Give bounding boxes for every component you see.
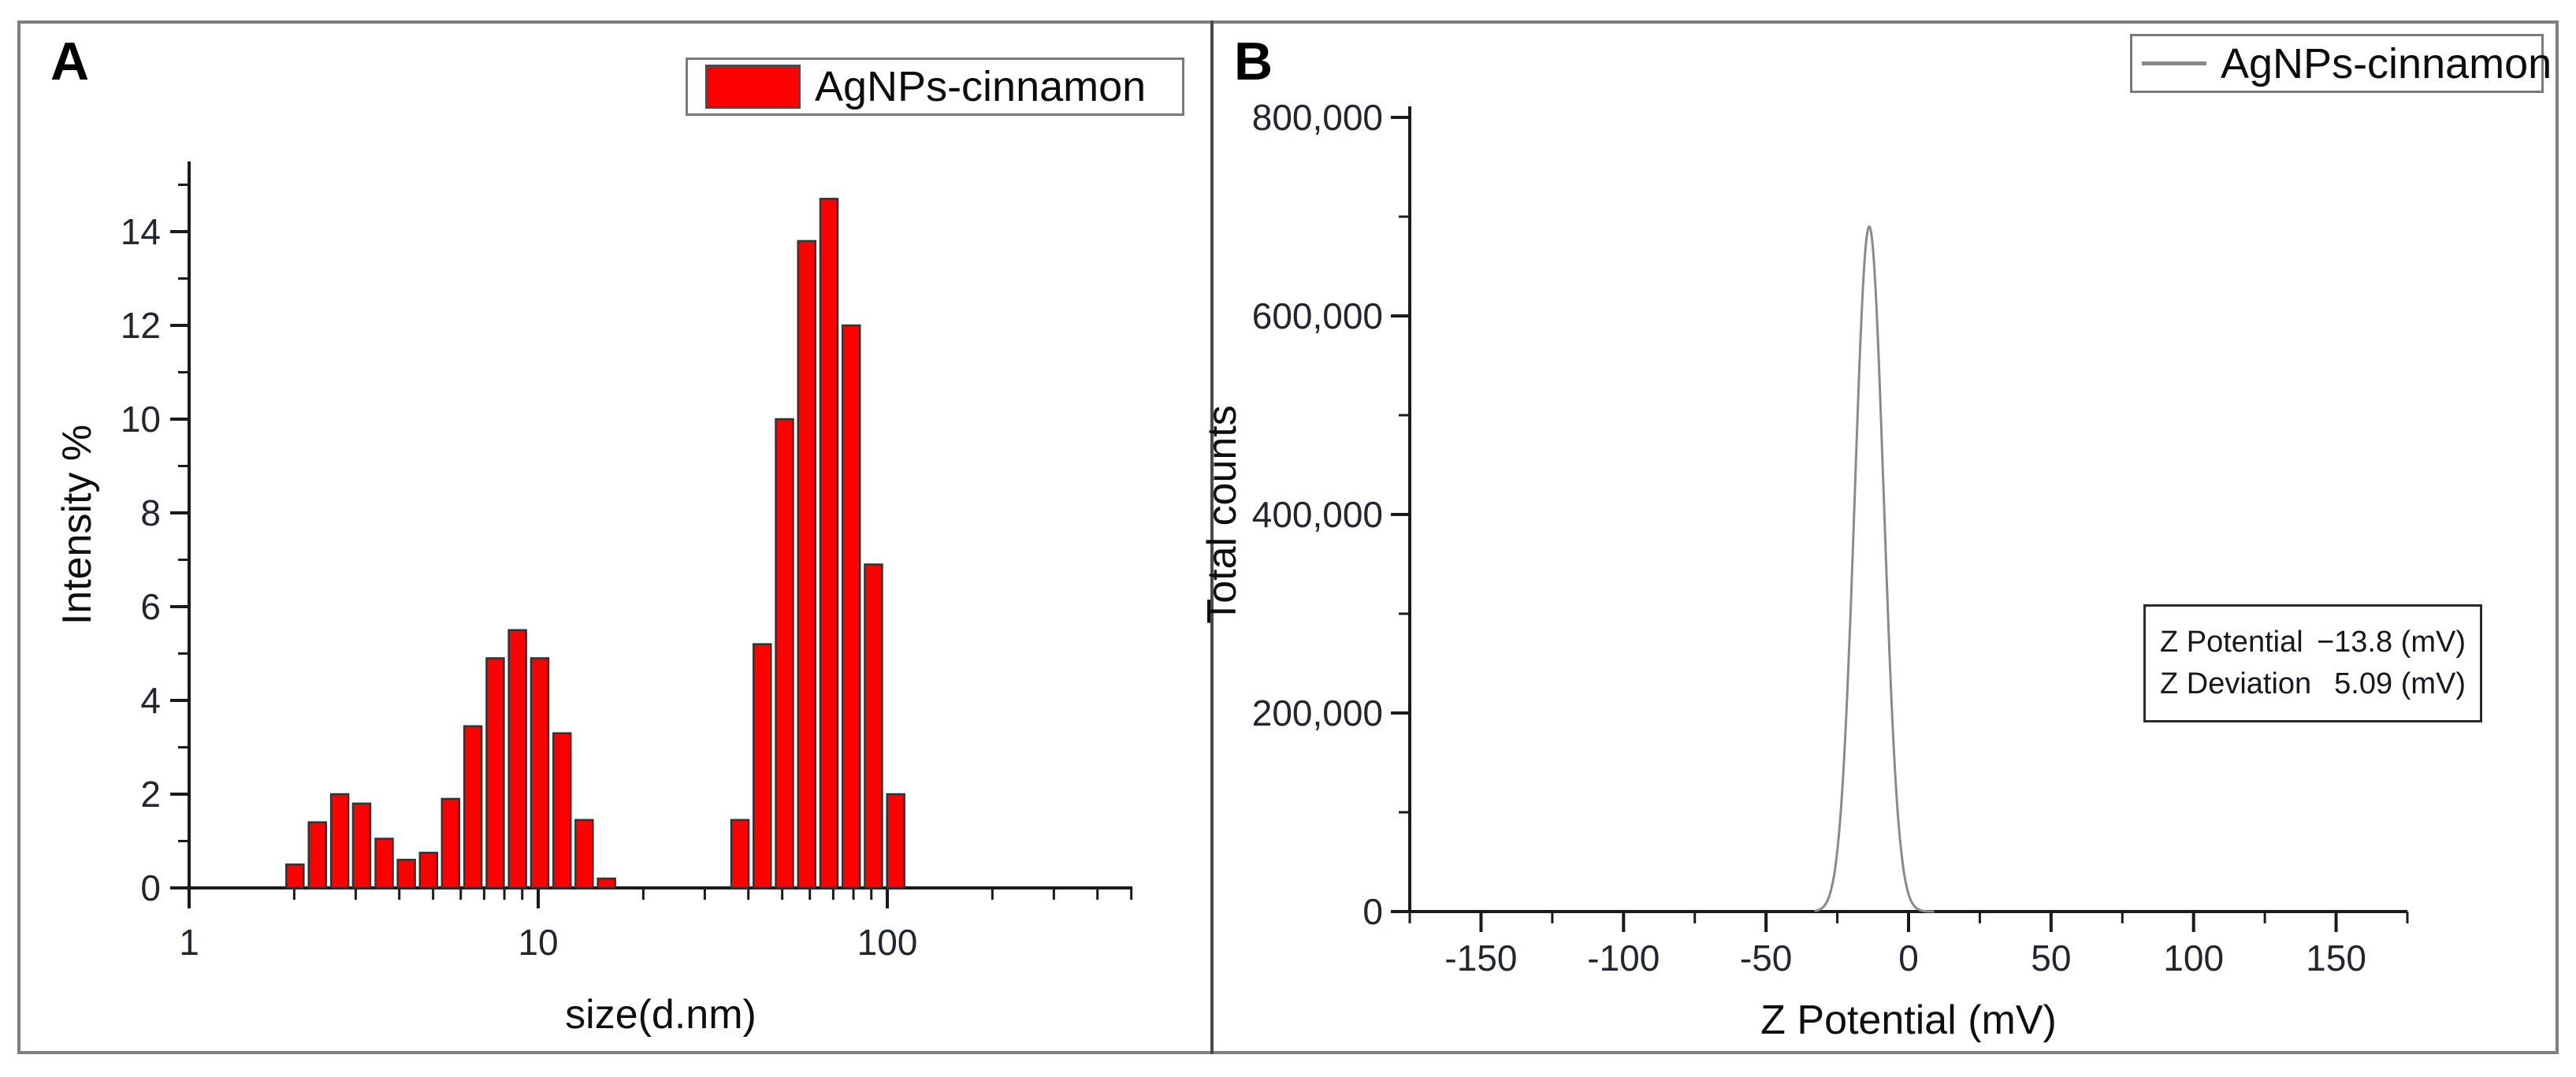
panel-a-xlabel: size(d.nm)	[565, 992, 756, 1038]
y-tick-label: 10	[121, 399, 161, 440]
y-tick-label: 0	[140, 867, 161, 908]
intensity-bar	[307, 821, 327, 889]
y-tick-label: 0	[1362, 891, 1383, 932]
stats-value: −13.8 (mV)	[2316, 626, 2466, 659]
legend-red-swatch	[705, 65, 801, 109]
intensity-bar	[440, 797, 461, 889]
intensity-bar	[418, 852, 439, 889]
panel-a-chart: 0 2 4 6 8 10 12 14 1 10 100 size(d.nm) Intensity %	[54, 162, 1133, 1038]
intensity-bar	[507, 629, 527, 889]
intensity-bar	[396, 859, 416, 889]
x-tick-label: -150	[1444, 938, 1517, 979]
figure-border	[17, 20, 2559, 1054]
intensity-bar	[351, 802, 372, 889]
legend-line-swatch	[2142, 61, 2206, 65]
panel-a-label: A	[50, 32, 90, 91]
stats-value: 5.09 (mV)	[2334, 667, 2466, 700]
y-tick-label: 8	[140, 492, 161, 533]
x-tick-label: 10	[518, 922, 558, 963]
intensity-bar	[463, 725, 483, 889]
intensity-bar	[285, 863, 305, 889]
panel-divider	[1210, 20, 1214, 1054]
intensity-bar	[819, 198, 839, 889]
panel-b-label: B	[1234, 32, 1273, 91]
y-tick-label: 12	[121, 305, 161, 346]
x-tick-label: 1	[179, 922, 199, 963]
intensity-bar	[886, 793, 905, 889]
x-tick-label: 100	[2163, 938, 2224, 979]
intensity-bar	[797, 240, 816, 889]
y-tick-label: 800,000	[1252, 97, 1383, 138]
panel-a-bars	[285, 198, 905, 889]
y-tick-label: 4	[140, 680, 161, 721]
x-tick-label: -50	[1740, 938, 1792, 979]
x-tick-label: 50	[2031, 938, 2071, 979]
stats-label: Z Potential	[2160, 626, 2303, 659]
zeta-stats-box: Z Potential −13.8 (mV) Z Deviation 5.09 …	[2143, 604, 2482, 722]
y-tick-label: 14	[121, 211, 161, 252]
intensity-bar	[374, 837, 394, 889]
intensity-bar	[530, 657, 550, 889]
legend-b-label: AgNPs-cinnamon	[2221, 39, 2552, 87]
intensity-bar	[841, 324, 861, 889]
y-tick-label: 400,000	[1252, 494, 1383, 535]
zeta-potential-curve	[1814, 225, 1935, 913]
y-tick-label: 200,000	[1252, 693, 1383, 733]
y-tick-label: 6	[140, 586, 161, 627]
stats-label: Z Deviation	[2160, 667, 2312, 700]
intensity-bar	[753, 643, 772, 889]
intensity-bar	[730, 819, 750, 889]
panel-b-axes	[1408, 106, 2407, 913]
intensity-bar	[864, 563, 883, 889]
x-tick-label: 0	[1898, 938, 1919, 979]
y-tick-label: 2	[140, 774, 161, 815]
panel-a-legend: AgNPs-cinnamon	[686, 58, 1184, 116]
intensity-bar	[574, 819, 594, 889]
intensity-bar	[552, 732, 572, 889]
panel-a-axes	[188, 162, 1132, 889]
panel-b-legend: AgNPs-cinnamon	[2130, 34, 2552, 93]
intensity-bar	[597, 877, 616, 889]
intensity-bar	[329, 793, 350, 889]
x-tick-label: -100	[1587, 938, 1660, 979]
stats-row-z-deviation: Z Deviation 5.09 (mV)	[2160, 667, 2466, 701]
x-tick-label: 100	[857, 922, 918, 963]
panel-a-ylabel: Intensity %	[54, 425, 100, 625]
stats-row-z-potential: Z Potential −13.8 (mV)	[2160, 626, 2466, 659]
intensity-bar	[775, 418, 794, 889]
legend-a-label: AgNPs-cinnamon	[815, 63, 1147, 110]
y-tick-label: 600,000	[1252, 295, 1383, 336]
intensity-bar	[485, 657, 505, 889]
panel-b-chart: 0 200,000 400,000 600,000 800,000 -150 -100 -50…	[1199, 97, 2409, 1043]
x-tick-label: 150	[2306, 938, 2366, 979]
panel-b-xlabel: Z Potential (mV)	[1760, 997, 2057, 1043]
panel-b-ylabel: Total counts	[1199, 405, 1245, 624]
